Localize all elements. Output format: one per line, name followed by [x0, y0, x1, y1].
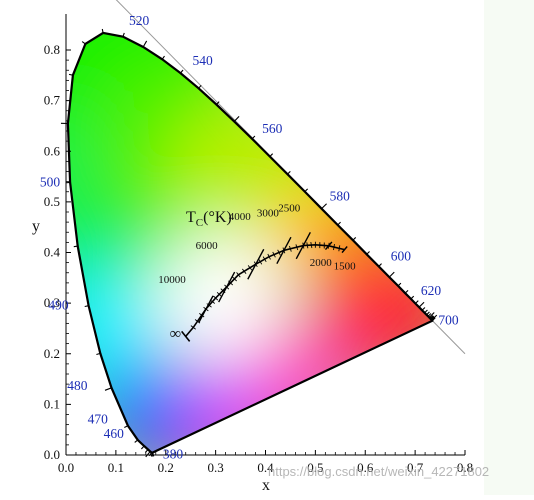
locus-tick-42	[425, 310, 428, 313]
locus-tick-30	[322, 204, 327, 209]
y-tick-label: 0.6	[44, 143, 61, 158]
wavelength-label-520: 520	[129, 13, 150, 28]
wavelength-label-560: 560	[262, 121, 283, 136]
locus-tick-43	[427, 312, 430, 315]
wavelength-label-620: 620	[421, 283, 442, 298]
locus-tick-32	[353, 237, 356, 240]
y-tick-label: 0.0	[44, 447, 60, 462]
locus-tick-13	[74, 246, 78, 247]
locus-tick-33	[367, 251, 370, 254]
fill-blend	[0, 0, 465, 475]
locus-tick-23	[199, 85, 202, 88]
wavelength-label-380: 380	[163, 446, 184, 461]
wavelength-label-490: 490	[48, 298, 69, 313]
y-tick-label: 0.1	[44, 396, 60, 411]
wavelength-label-460: 460	[104, 426, 125, 441]
wavelength-label-700: 700	[438, 313, 459, 328]
cct-label-3000: 3000	[257, 207, 280, 219]
cct-label-1500: 1500	[334, 261, 357, 273]
wavelength-label-470: 470	[88, 412, 109, 427]
locus-tick-27	[270, 154, 273, 157]
cct-label-10000: 10000	[158, 274, 186, 286]
x-tick-label: 0.2	[158, 460, 174, 475]
locus-tick-36	[398, 283, 401, 286]
wavelength-label-580: 580	[330, 189, 351, 204]
fill-blob-12	[41, 263, 161, 383]
wavelength-label-540: 540	[193, 53, 214, 68]
locus-tick-7	[141, 446, 144, 449]
cct-label-2000: 2000	[310, 257, 333, 269]
watermark-text: https://blog.csdn.net/weixin_42271802	[268, 464, 489, 479]
x-tick-label: 0.0	[58, 460, 74, 475]
wavelength-label-600: 600	[391, 248, 412, 263]
y-tick-label: 0.7	[44, 93, 61, 108]
y-tick-label: 0.4	[44, 245, 61, 260]
locus-tick-35	[389, 272, 394, 277]
y-tick-label: 0.2	[44, 346, 60, 361]
locus-tick-38	[411, 296, 414, 299]
locus-tick-41	[422, 307, 425, 310]
x-axis-title: x	[262, 477, 270, 494]
cct-label-4000: 4000	[229, 211, 252, 223]
wavelength-label-500: 500	[40, 174, 61, 189]
locus-tick-37	[405, 290, 408, 293]
locus-tick-34	[379, 264, 382, 267]
y-tick-label: 0.5	[44, 194, 60, 209]
locus-tick-10	[105, 388, 112, 390]
y-tick-label: 0.8	[44, 42, 60, 57]
cct-label-6000: 6000	[196, 240, 219, 252]
locus-tick-8	[135, 440, 138, 442]
locus-tick-20	[143, 41, 146, 47]
x-tick-label: 0.1	[108, 460, 124, 475]
locus-tick-29	[305, 189, 308, 192]
locus-tick-17	[82, 42, 85, 44]
locus-tick-18	[102, 29, 103, 33]
y-axis-title: y	[32, 218, 40, 235]
locus-tick-22	[181, 70, 183, 73]
locus-tick-31	[338, 222, 341, 225]
locus-tick-40	[419, 302, 424, 307]
locus-tick-25	[234, 116, 239, 121]
locus-tick-5	[146, 452, 151, 457]
right-background-strip	[484, 0, 534, 495]
cct-label-2500: 2500	[278, 203, 301, 215]
locus-tick-28	[287, 171, 290, 174]
infinity-symbol: ∞	[170, 325, 181, 342]
x-tick-label: 0.3	[208, 460, 224, 475]
locus-tick-39	[415, 301, 418, 304]
wavelength-label-480: 480	[67, 378, 88, 393]
